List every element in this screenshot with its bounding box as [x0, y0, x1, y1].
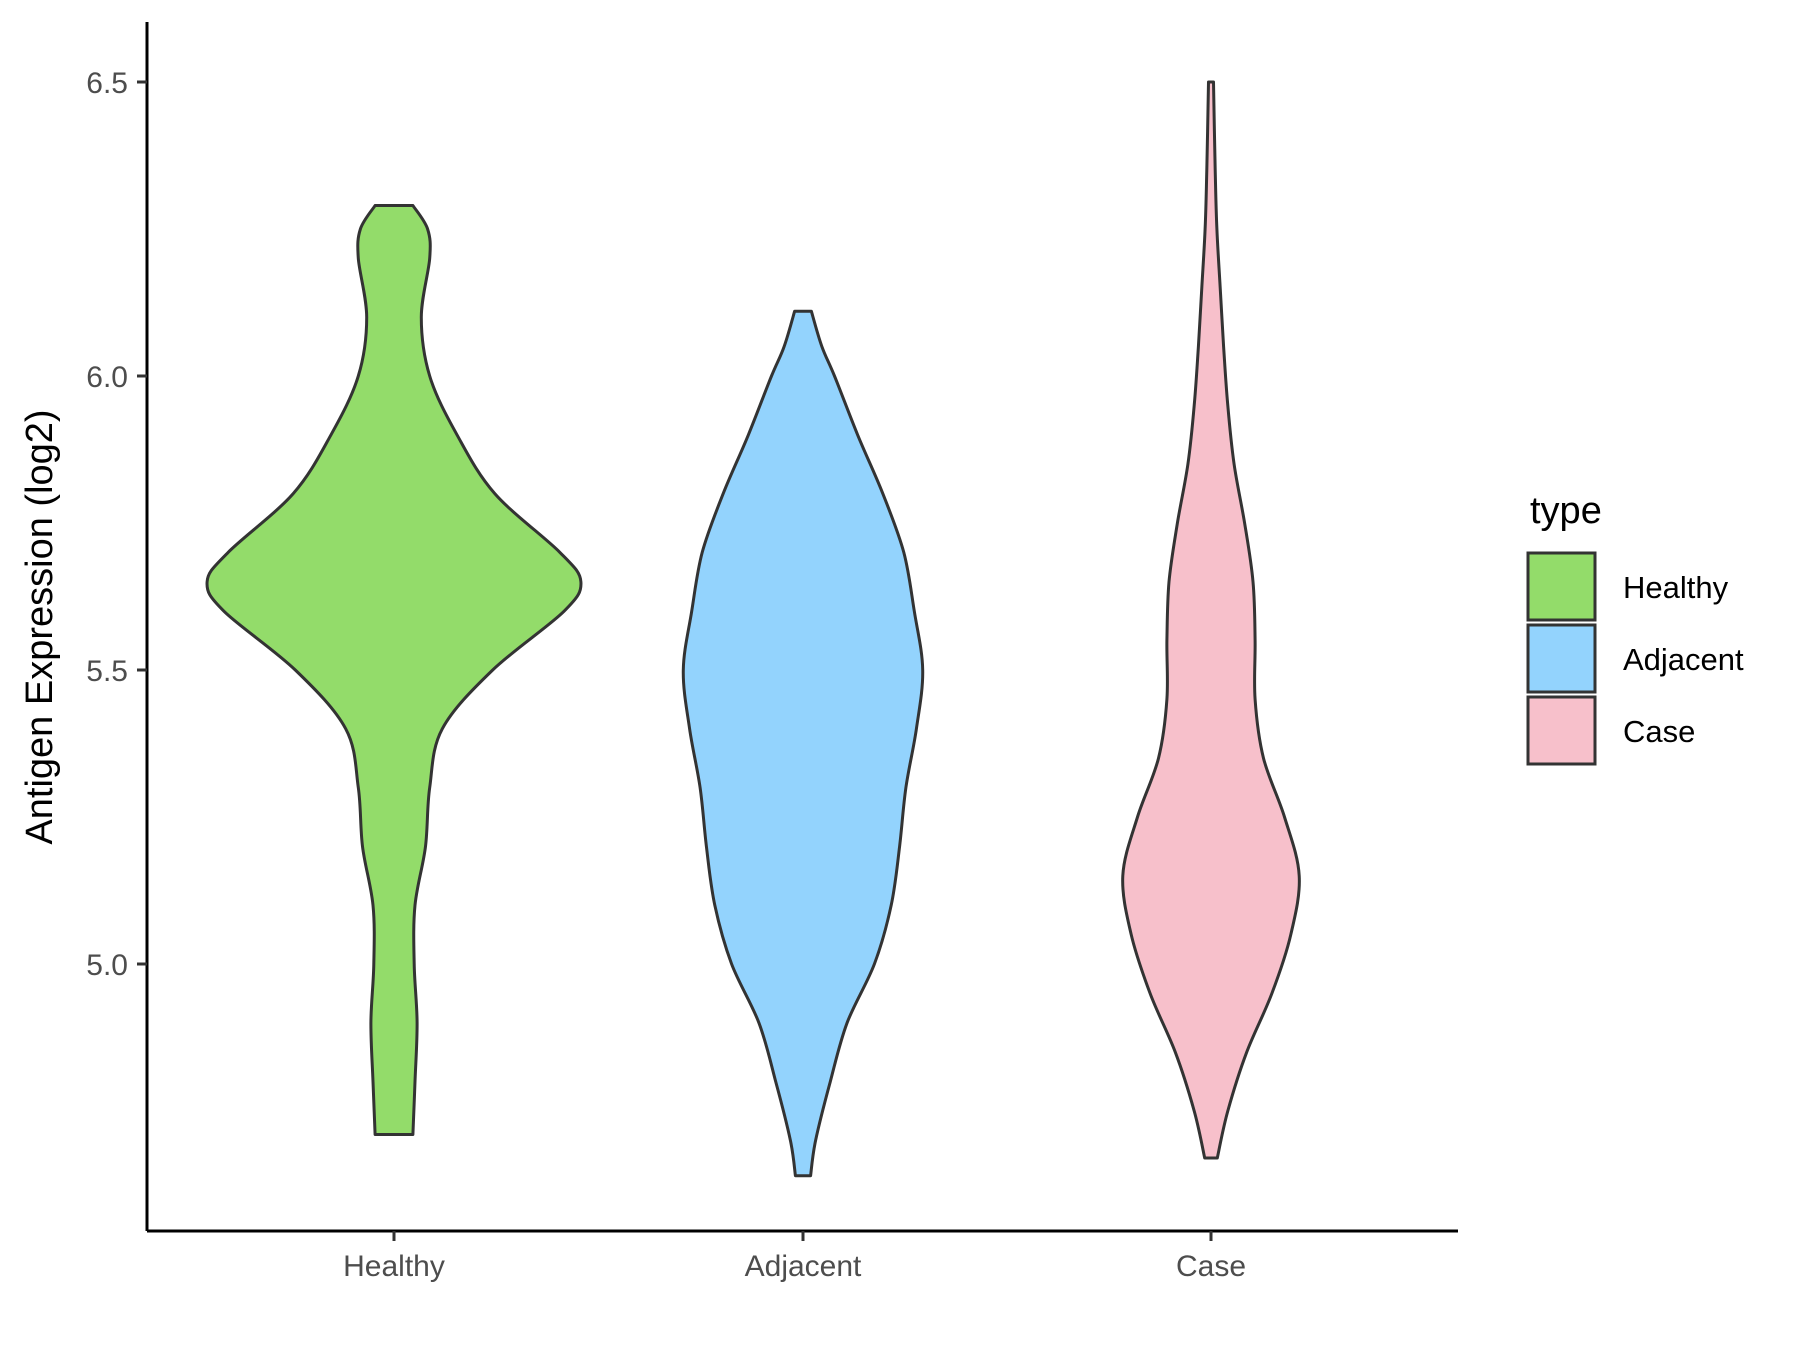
legend-swatch-case — [1526, 695, 1597, 766]
legend-items: Healthy Adjacent Case — [1526, 551, 1744, 766]
y-tick-label: 6.0 — [86, 361, 128, 394]
y-axis-title: Antigen Expression (log2) — [19, 409, 61, 844]
x-ticks: Healthy Adjacent Case — [343, 1231, 1246, 1283]
legend-swatch-adjacent — [1526, 623, 1597, 694]
y-tick-label: 6.5 — [86, 67, 128, 100]
legend-title: type — [1530, 490, 1602, 532]
legend-label-case: Case — [1623, 714, 1695, 749]
legend-label-healthy: Healthy — [1623, 570, 1729, 605]
legend: type Healthy Adjacent Case — [1526, 490, 1744, 766]
x-tick-label: Healthy — [343, 1250, 445, 1283]
y-tick-label: 5.0 — [86, 949, 128, 982]
x-tick-label: Adjacent — [745, 1250, 862, 1283]
violin-healthy — [205, 204, 583, 1136]
y-ticks: 5.0 5.5 6.0 6.5 — [86, 67, 147, 982]
legend-label-adjacent: Adjacent — [1623, 642, 1744, 677]
x-tick-label: Case — [1176, 1250, 1246, 1283]
violin-case — [1121, 80, 1301, 1160]
legend-swatch-healthy — [1526, 551, 1597, 622]
y-tick-label: 5.5 — [86, 655, 128, 688]
violin-adjacent — [681, 309, 925, 1178]
violin-layer — [205, 80, 1301, 1178]
